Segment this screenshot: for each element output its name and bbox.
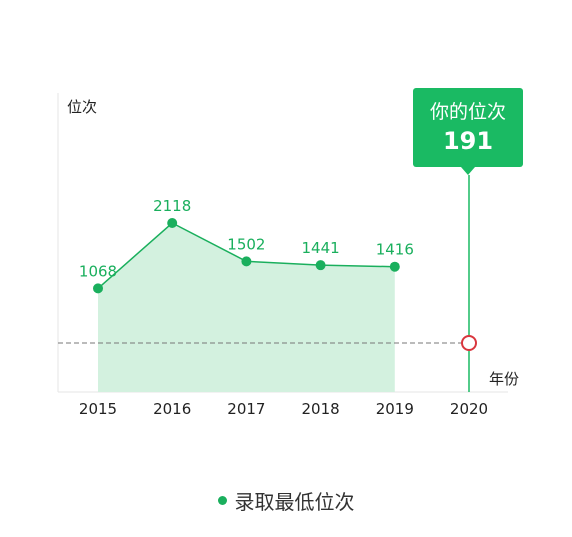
your-rank-callout: 你的位次 191 xyxy=(413,88,523,175)
callout-box xyxy=(413,88,523,167)
x-tick-label: 2020 xyxy=(450,400,488,418)
data-label: 1441 xyxy=(302,239,340,257)
legend-dot-icon xyxy=(217,496,227,505)
data-label: 1502 xyxy=(227,235,265,253)
data-point xyxy=(241,256,252,267)
callout-pointer xyxy=(461,167,475,175)
x-axis-title: 年份 xyxy=(489,370,519,388)
data-point xyxy=(389,261,400,272)
data-point-layer xyxy=(93,218,477,351)
data-label: 1068 xyxy=(79,262,117,280)
legend-label: 录取最低位次 xyxy=(234,490,355,514)
reference-layer xyxy=(58,175,470,392)
data-label: 2118 xyxy=(153,197,191,215)
data-point xyxy=(167,218,178,228)
x-tick-layer: 2015 2016 2017 2018 2019 2020 xyxy=(79,400,488,418)
x-tick-label: 2015 xyxy=(79,400,117,418)
x-tick-label: 2016 xyxy=(153,400,191,418)
x-tick-label: 2019 xyxy=(376,400,414,418)
x-tick-label: 2018 xyxy=(302,400,340,418)
callout-title: 你的位次 xyxy=(430,101,506,123)
data-point xyxy=(93,283,103,294)
legend: 录取最低位次 xyxy=(0,486,572,515)
your-rank-marker xyxy=(461,335,477,351)
y-axis-title: 位次 xyxy=(67,98,97,116)
callout-value: 191 xyxy=(443,127,493,155)
data-label-layer: 1068 2118 1502 1441 1416 xyxy=(79,197,414,280)
data-point xyxy=(315,260,326,271)
x-tick-label: 2017 xyxy=(227,400,265,418)
data-label: 1416 xyxy=(376,241,414,259)
